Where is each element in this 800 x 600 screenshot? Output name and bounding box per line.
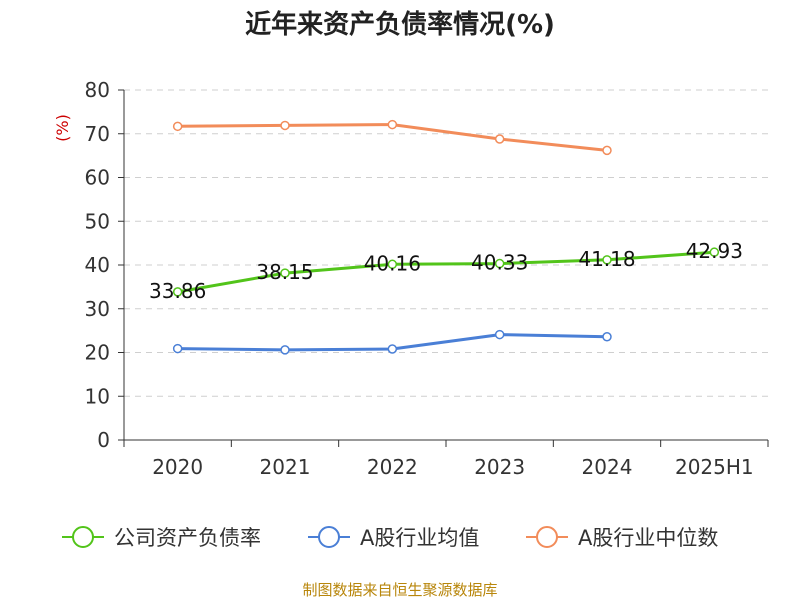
legend-label-0: 公司资产负债率 xyxy=(114,526,261,550)
data-point xyxy=(172,121,183,132)
series-lines xyxy=(172,119,720,355)
x-tick-label: 2024 xyxy=(582,455,633,479)
series-line-0 xyxy=(177,250,715,294)
legend-marker-2 xyxy=(536,526,558,548)
y-tick-label: 50 xyxy=(85,209,110,233)
axes: 0 10 20 30 40 50 60 70 80 2020 2021 2022 2023 2024 202… xyxy=(85,78,769,479)
data-point xyxy=(172,287,183,297)
data-point xyxy=(280,268,290,278)
x-tick-label: 2021 xyxy=(260,455,311,479)
y-tick-label: 60 xyxy=(85,166,110,190)
y-tick-label: 20 xyxy=(85,341,110,365)
y-tick-label: 0 xyxy=(97,428,110,452)
x-tick-label: 2020 xyxy=(152,455,203,479)
y-tick-label: 10 xyxy=(85,384,110,408)
data-label: 42.93 xyxy=(686,239,743,263)
legend-marker-0 xyxy=(72,526,94,548)
chart-title: 近年来资产负债率情况(%) xyxy=(245,9,555,40)
y-tick-label: 80 xyxy=(85,78,110,102)
x-tick-label: 2023 xyxy=(474,455,525,479)
source-note: 制图数据来自恒生聚源数据库 xyxy=(302,581,497,599)
data-point xyxy=(387,344,398,354)
data-point xyxy=(280,120,290,131)
legend-label-2: A股行业中位数 xyxy=(578,526,718,550)
legend: 公司资产负债率 A股行业均值 A股行业中位数 xyxy=(62,526,718,550)
data-point xyxy=(602,255,612,265)
data-point xyxy=(494,134,505,144)
y-tick-label: 70 xyxy=(85,122,110,146)
legend-label-1: A股行业均值 xyxy=(360,526,479,550)
data-point xyxy=(494,329,505,340)
data-label: 41.18 xyxy=(578,247,635,271)
data-point xyxy=(494,258,505,269)
data-point xyxy=(602,332,612,342)
data-label: 40.33 xyxy=(471,251,528,275)
data-point xyxy=(172,343,183,354)
data-label: 38.15 xyxy=(256,260,313,284)
x-tick-label: 2022 xyxy=(367,455,418,479)
data-point xyxy=(280,345,290,355)
data-point xyxy=(387,259,398,270)
data-label: 33.86 xyxy=(149,279,206,303)
y-tick-label: 40 xyxy=(85,253,110,277)
data-labels: 33.86 38.15 40.16 40.33 41.18 42.93 xyxy=(149,239,743,303)
legend-marker-1 xyxy=(318,526,340,548)
y-tick-label: 30 xyxy=(85,297,110,321)
y-axis-unit: (%) xyxy=(53,114,72,142)
x-tick-label: 2025H1 xyxy=(675,455,754,479)
data-point xyxy=(602,145,612,156)
data-point xyxy=(709,247,720,257)
data-label: 40.16 xyxy=(364,251,421,275)
data-point xyxy=(387,119,398,130)
